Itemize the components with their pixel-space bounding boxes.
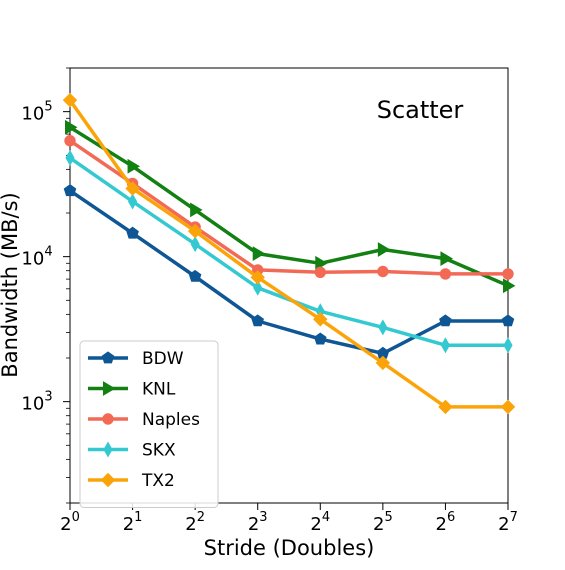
- series-line-tx2: [68, 99, 508, 409]
- x-tick-label: 22: [185, 510, 205, 535]
- data-point-knl: [190, 202, 203, 218]
- data-point-knl: [252, 246, 266, 261]
- legend-label-knl: KNL: [142, 380, 176, 400]
- data-point-knl: [503, 278, 516, 294]
- data-point-skx: [190, 236, 200, 253]
- data-point-tx2: [187, 223, 203, 239]
- data-point-naples: [64, 135, 76, 147]
- data-point-tx2: [438, 399, 453, 415]
- y-axis-label: Bandwidth (MB/s): [0, 192, 22, 377]
- data-point-tx2: [313, 312, 328, 327]
- legend-entry-tx2: TX2: [88, 471, 175, 491]
- legend-entry-skx: SKX: [88, 441, 176, 461]
- data-point-bdw: [439, 314, 452, 327]
- legend-label-tx2: TX2: [141, 471, 175, 491]
- data-point-naples: [377, 265, 389, 278]
- series-tx2: [62, 92, 516, 415]
- y-tick-label: 105: [21, 100, 52, 125]
- legend: BDW KNL Naples SKX TX2: [79, 340, 219, 508]
- data-point-bdw: [126, 226, 139, 239]
- x-tick-label: 27: [498, 510, 518, 535]
- series-line-knl: [69, 125, 509, 288]
- data-point-skx: [253, 279, 263, 296]
- series-line-bdw: [69, 189, 508, 356]
- legend-entry-knl: KNL: [88, 380, 176, 400]
- data-point-skx: [503, 337, 513, 354]
- data-point-bdw: [314, 332, 327, 345]
- data-point-skx: [65, 149, 75, 166]
- series-knl: [65, 119, 516, 294]
- legend-frame: [79, 340, 219, 508]
- series-bdw: [63, 184, 515, 359]
- data-point-knl: [440, 251, 453, 266]
- legend-entry-naples: Naples: [88, 410, 200, 430]
- data-point-skx: [440, 337, 451, 354]
- data-point-tx2: [62, 92, 78, 108]
- series-line-naples: [69, 139, 508, 276]
- data-point-naples: [502, 268, 514, 280]
- series-layer: [62, 92, 516, 415]
- data-point-skx: [378, 319, 388, 336]
- data-point-bdw: [251, 314, 264, 327]
- data-point-tx2: [375, 355, 391, 371]
- data-point-skx: [127, 193, 138, 210]
- data-point-tx2: [125, 181, 140, 196]
- chart-title: Scatter: [377, 96, 464, 124]
- data-point-knl: [315, 255, 328, 271]
- data-point-bdw: [63, 184, 77, 197]
- data-point-tx2: [250, 270, 265, 285]
- legend-label-skx: SKX: [142, 441, 176, 461]
- data-point-knl: [377, 242, 391, 257]
- x-tick-label: 25: [373, 510, 393, 535]
- plot-area: 103 104 105 20 21 22 23 24 25 26 27: [21, 67, 518, 535]
- data-point-tx2: [500, 399, 516, 415]
- data-point-bdw: [188, 269, 202, 282]
- data-point-naples: [314, 266, 326, 278]
- legend-marker-naples: [102, 413, 114, 425]
- x-tick-label: 24: [310, 510, 330, 535]
- x-axis-label: Stride (Doubles): [204, 536, 375, 560]
- x-tick-label: 20: [60, 510, 80, 535]
- y-tick-label: 103: [21, 390, 52, 415]
- data-point-bdw: [501, 314, 515, 327]
- legend-marker-tx2: [100, 472, 116, 488]
- x-tick-label: 21: [123, 510, 143, 535]
- legend-entry-bdw: BDW: [88, 349, 184, 369]
- legend-marker-skx: [103, 441, 113, 458]
- y-tick-label: 104: [21, 245, 52, 270]
- legend-marker-knl: [103, 381, 116, 396]
- data-point-naples: [439, 268, 452, 280]
- legend-label-bdw: BDW: [142, 349, 184, 369]
- legend-marker-bdw: [101, 351, 115, 364]
- data-point-knl: [127, 158, 141, 174]
- x-tick-label: 23: [248, 510, 268, 535]
- x-tick-label: 26: [436, 510, 456, 535]
- legend-label-naples: Naples: [142, 410, 200, 430]
- data-point-knl: [65, 119, 78, 135]
